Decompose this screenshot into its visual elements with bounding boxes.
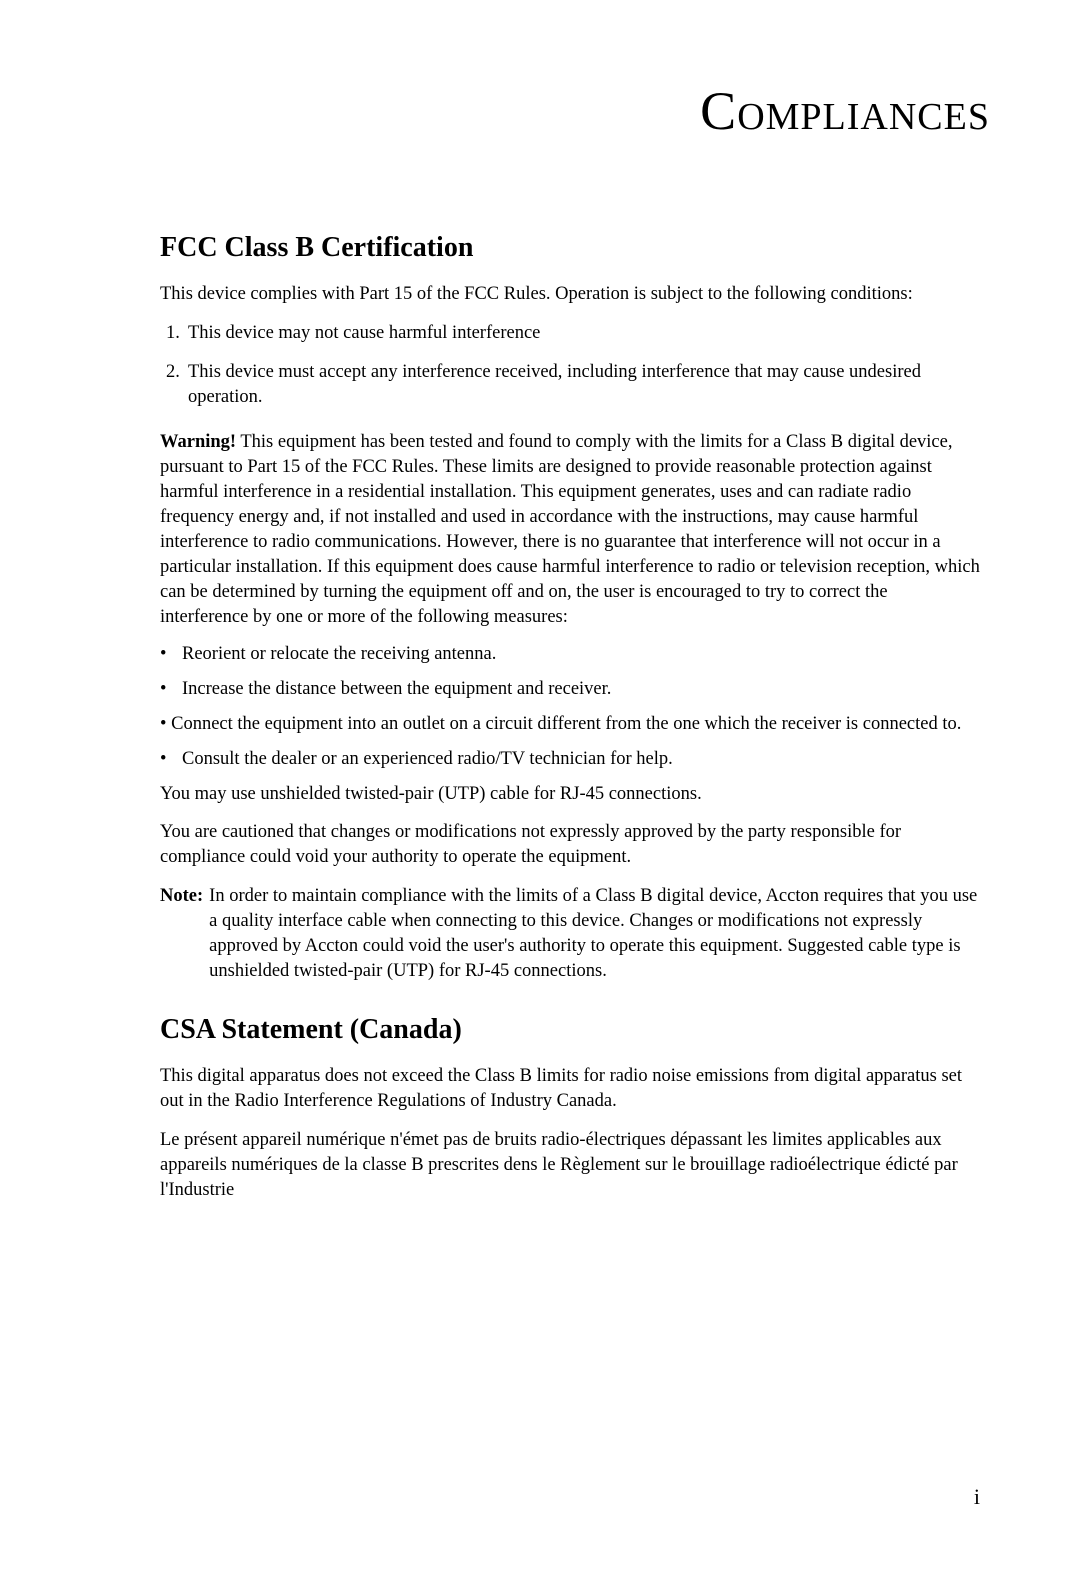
- fcc-measure-item: Connect the equipment into an outlet on …: [160, 712, 980, 737]
- fcc-condition-text: This device must accept any interference…: [188, 362, 921, 407]
- warning-text: This equipment has been tested and found…: [160, 432, 980, 627]
- fcc-intro: This device complies with Part 15 of the…: [160, 282, 980, 307]
- fcc-caution-text: You are cautioned that changes or modifi…: [160, 820, 980, 870]
- fcc-measure-text: Consult the dealer or an experienced rad…: [182, 749, 673, 769]
- page-number: i: [974, 1484, 980, 1510]
- fcc-measure-text: Reorient or relocate the receiving anten…: [182, 644, 496, 664]
- fcc-measure-text: Connect the equipment into an outlet on …: [160, 714, 961, 734]
- csa-para-fr: Le présent appareil numérique n'émet pas…: [160, 1128, 980, 1203]
- fcc-utp-text: You may use unshielded twisted-pair (UTP…: [160, 782, 980, 807]
- fcc-heading: FCC Class B Certification: [160, 232, 980, 264]
- note-body: In order to maintain compliance with the…: [209, 884, 980, 984]
- fcc-measure-item: Reorient or relocate the receiving anten…: [160, 642, 980, 667]
- warning-label: Warning!: [160, 432, 236, 452]
- fcc-measures-list: Reorient or relocate the receiving anten…: [160, 642, 980, 772]
- fcc-conditions-list: 1.This device may not cause harmful inte…: [160, 321, 980, 410]
- fcc-warning: Warning! This equipment has been tested …: [160, 430, 980, 630]
- page-title: Compliances: [160, 80, 990, 142]
- fcc-measure-text: Increase the distance between the equipm…: [182, 679, 611, 699]
- fcc-note: Note: In order to maintain compliance wi…: [160, 884, 980, 984]
- fcc-measure-item: Consult the dealer or an experienced rad…: [160, 747, 980, 772]
- csa-heading: CSA Statement (Canada): [160, 1014, 980, 1046]
- fcc-condition-item: 2.This device must accept any interferen…: [160, 360, 980, 410]
- note-label: Note:: [160, 884, 209, 984]
- fcc-condition-text: This device may not cause harmful interf…: [188, 323, 540, 343]
- fcc-measure-item: Increase the distance between the equipm…: [160, 677, 980, 702]
- fcc-condition-item: 1.This device may not cause harmful inte…: [160, 321, 980, 346]
- csa-para-en: This digital apparatus does not exceed t…: [160, 1064, 980, 1114]
